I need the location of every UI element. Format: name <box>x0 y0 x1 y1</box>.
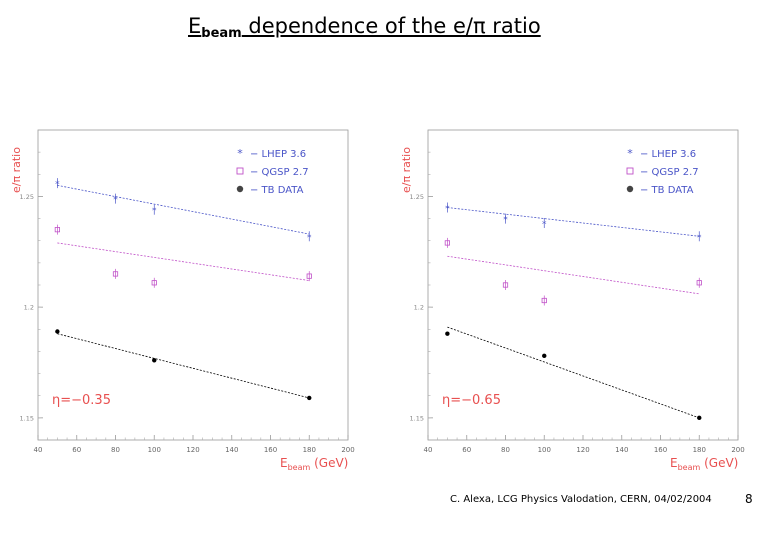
fit-line-lhep <box>447 207 700 237</box>
page-number: 8 <box>745 492 753 506</box>
y-tick-label: 1.15 <box>20 414 34 422</box>
x-tick-label: 80 <box>501 446 510 454</box>
legend-dot-marker <box>236 185 244 193</box>
fit-line-qgsp <box>447 255 700 295</box>
legend-star-marker: * <box>237 147 243 160</box>
footer-credit: C. Alexa, LCG Physics Valodation, CERN, … <box>450 494 712 505</box>
eta-label: η=−0.65 <box>442 393 501 408</box>
y-axis-label: e/π ratio <box>400 147 413 193</box>
legend-label: − LHEP 3.6 <box>250 149 306 160</box>
eta-label: η=−0.35 <box>52 393 111 408</box>
data-point-tb <box>445 331 450 336</box>
legend-label: − TB DATA <box>250 185 304 196</box>
legend-label: − QGSP 2.7 <box>250 167 309 178</box>
title-subscript: beam <box>201 26 242 41</box>
data-point-tb <box>152 358 157 363</box>
y-tick-label: 1.2 <box>414 304 424 312</box>
fit-line-qgsp <box>57 242 310 281</box>
data-point-tb <box>307 395 312 401</box>
title-prefix: E <box>188 14 202 38</box>
x-tick-label: 160 <box>264 446 277 454</box>
y-tick-label: 1.15 <box>410 414 424 422</box>
data-point-tb <box>697 415 702 421</box>
x-tick-label: 180 <box>693 446 706 454</box>
page-title: Ebeam dependence of the e/π ratio <box>188 14 541 41</box>
legend-dot-marker <box>626 185 634 193</box>
legend-square-marker <box>236 167 244 175</box>
x-tick-label: 200 <box>341 446 354 454</box>
x-tick-label: 180 <box>303 446 316 454</box>
x-tick-label: 160 <box>654 446 667 454</box>
x-tick-label: 120 <box>576 446 589 454</box>
data-point-tb <box>542 353 547 359</box>
chart-left: 40 60 80 100 120 140 160 180 200 1.25 1.2 1.15 e/π r… <box>10 129 355 472</box>
x-tick-label: 60 <box>462 446 471 454</box>
legend-label: − LHEP 3.6 <box>640 149 696 160</box>
y-tick-label: 1.2 <box>24 304 34 312</box>
fit-line-data <box>57 333 310 399</box>
x-tick-label: 200 <box>731 446 744 454</box>
title-rest: dependence of the e/π ratio <box>241 14 541 38</box>
x-tick-label: 100 <box>538 446 551 454</box>
fit-line-lhep <box>57 184 310 235</box>
chart-panel-left: 40 60 80 100 120 140 160 180 200 1.25 1.2 1.15 e/π r… <box>8 122 368 482</box>
x-tick-label: 120 <box>186 446 199 454</box>
legend-star-marker: * <box>627 147 633 160</box>
x-axis-label: Ebeam (GeV) <box>280 456 348 472</box>
legend-square-marker <box>626 167 634 175</box>
x-tick-label: 60 <box>72 446 81 454</box>
x-axis-label: Ebeam (GeV) <box>670 456 738 472</box>
x-tick-label: 40 <box>34 446 43 454</box>
chart-panel-right: 40 60 80 100 120 140 160 180 200 1.25 1.2 1.15 e/π r… <box>398 122 758 482</box>
fit-line-data <box>447 326 700 419</box>
chart-right: 40 60 80 100 120 140 160 180 200 1.25 1.2 1.15 e/π r… <box>400 129 745 472</box>
x-tick-label: 80 <box>111 446 120 454</box>
y-axis-label: e/π ratio <box>10 147 23 193</box>
y-tick-label: 1.25 <box>20 193 34 201</box>
legend-label: − QGSP 2.7 <box>640 167 699 178</box>
x-tick-label: 140 <box>225 446 238 454</box>
x-tick-label: 100 <box>148 446 161 454</box>
x-tick-label: 40 <box>424 446 433 454</box>
x-tick-label: 140 <box>615 446 628 454</box>
data-point-tb <box>55 329 60 334</box>
y-tick-label: 1.25 <box>410 193 424 201</box>
legend-label: − TB DATA <box>640 185 694 196</box>
